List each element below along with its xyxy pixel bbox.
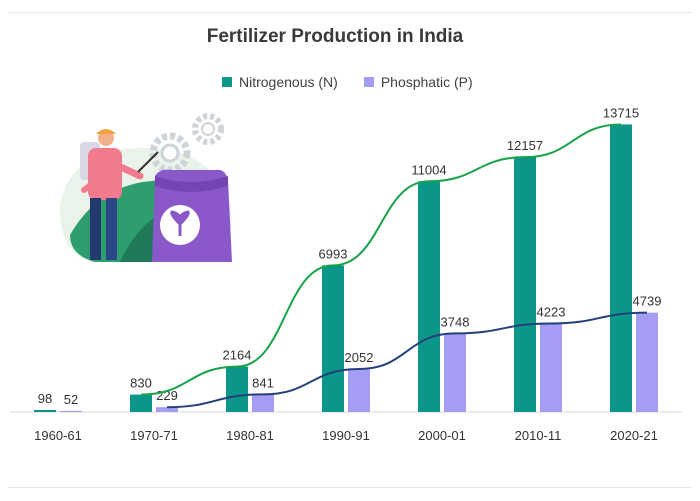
data-label-phosphatic-2000-01: 3748	[441, 314, 470, 329]
data-label-phosphatic-1990-91: 2052	[345, 350, 374, 365]
bar-nitrogenous-2000-01	[418, 181, 440, 412]
bar-phosphatic-2020-21	[636, 312, 658, 412]
bar-nitrogenous-1980-81	[226, 366, 248, 412]
trend-line-phosphatic	[166, 311, 648, 409]
x-tick-label-2020-21: 2020-21	[610, 428, 658, 443]
bar-nitrogenous-1960-61	[34, 409, 56, 412]
data-label-phosphatic-1960-61: 52	[64, 392, 78, 407]
bar-phosphatic-1980-81	[252, 394, 274, 412]
chart-title: Fertilizer Production in India	[206, 26, 464, 47]
x-tick-label-1980-81: 1980-81	[226, 428, 274, 443]
data-label-nitrogenous-1980-81: 2164	[223, 348, 252, 363]
data-label-phosphatic-2020-21: 4739	[633, 294, 662, 309]
bar-nitrogenous-2010-11	[514, 157, 536, 412]
legend: Nitrogenous (N) Phosphatic (P)	[222, 74, 473, 90]
data-label-nitrogenous-2010-11: 12157	[507, 138, 543, 153]
bar-nitrogenous-2020-21	[610, 124, 632, 412]
x-tick-label-1960-61: 1960-61	[34, 428, 82, 443]
legend-item-nitrogenous: Nitrogenous (N)	[222, 74, 338, 90]
legend-label-nitrogenous: Nitrogenous (N)	[239, 74, 338, 90]
bar-phosphatic-1970-71	[156, 407, 178, 412]
data-label-nitrogenous-1990-91: 6993	[319, 246, 348, 261]
legend-swatch-nitrogenous	[222, 77, 232, 87]
bar-nitrogenous-1990-91	[322, 265, 344, 412]
x-tick-label-1990-91: 1990-91	[322, 428, 370, 443]
legend-swatch-phosphatic	[363, 77, 374, 87]
data-label-phosphatic-1980-81: 841	[252, 375, 274, 390]
legend-item-phosphatic: Phosphatic (P)	[363, 74, 473, 90]
data-label-phosphatic-2010-11: 4223	[537, 304, 566, 319]
trend-line-nitrogenous	[140, 123, 622, 396]
data-label-nitrogenous-2000-01: 11004	[411, 162, 446, 177]
bar-nitrogenous-1970-71	[130, 394, 152, 412]
data-label-nitrogenous-1960-61: 98	[38, 391, 52, 406]
bottom-divider	[8, 487, 692, 488]
data-label-nitrogenous-1970-71: 830	[130, 376, 152, 391]
bar-phosphatic-1960-61	[60, 410, 82, 412]
legend-label-phosphatic: Phosphatic (P)	[380, 74, 473, 90]
x-tick-label-2000-01: 2000-01	[418, 428, 466, 443]
data-label-nitrogenous-2020-21: 13715	[603, 105, 639, 120]
bar-phosphatic-1990-91	[348, 368, 370, 412]
x-tick-label-2010-11: 2010-11	[515, 428, 562, 443]
bar-phosphatic-2000-01	[444, 333, 466, 412]
bar-phosphatic-2010-11	[540, 323, 562, 412]
x-tick-label-1970-71: 1970-71	[130, 428, 178, 443]
top-divider	[8, 12, 692, 13]
